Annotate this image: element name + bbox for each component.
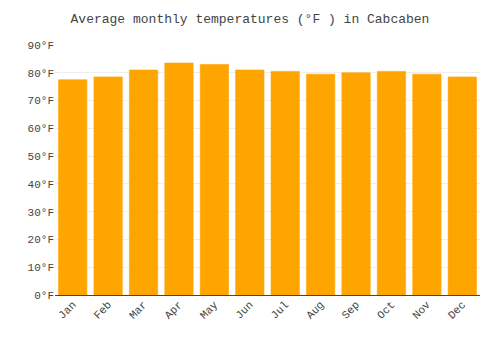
svg-text:70°F: 70°F (28, 95, 54, 107)
svg-text:Dec: Dec (446, 299, 468, 321)
svg-text:30°F: 30°F (28, 207, 54, 219)
svg-text:0°F: 0°F (34, 290, 54, 302)
svg-text:Nov: Nov (410, 299, 433, 322)
svg-text:Oct: Oct (375, 299, 397, 321)
svg-text:Feb: Feb (92, 299, 114, 321)
svg-text:80°F: 80°F (28, 68, 54, 80)
svg-text:10°F: 10°F (28, 262, 54, 274)
svg-text:90°F: 90°F (28, 40, 54, 52)
svg-text:60°F: 60°F (28, 123, 54, 135)
svg-text:Jul: Jul (269, 299, 291, 321)
svg-text:Jan: Jan (56, 299, 78, 321)
svg-text:20°F: 20°F (28, 234, 54, 246)
svg-text:Apr: Apr (162, 299, 184, 321)
svg-text:Average monthly temperatures (: Average monthly temperatures (°F ) in Ca… (71, 12, 430, 27)
svg-text:Jun: Jun (233, 299, 255, 321)
svg-text:50°F: 50°F (28, 151, 54, 163)
svg-text:Mar: Mar (127, 299, 149, 321)
svg-text:Sep: Sep (340, 299, 362, 321)
svg-text:40°F: 40°F (28, 179, 54, 191)
svg-text:Aug: Aug (304, 299, 326, 321)
svg-text:May: May (198, 299, 221, 322)
